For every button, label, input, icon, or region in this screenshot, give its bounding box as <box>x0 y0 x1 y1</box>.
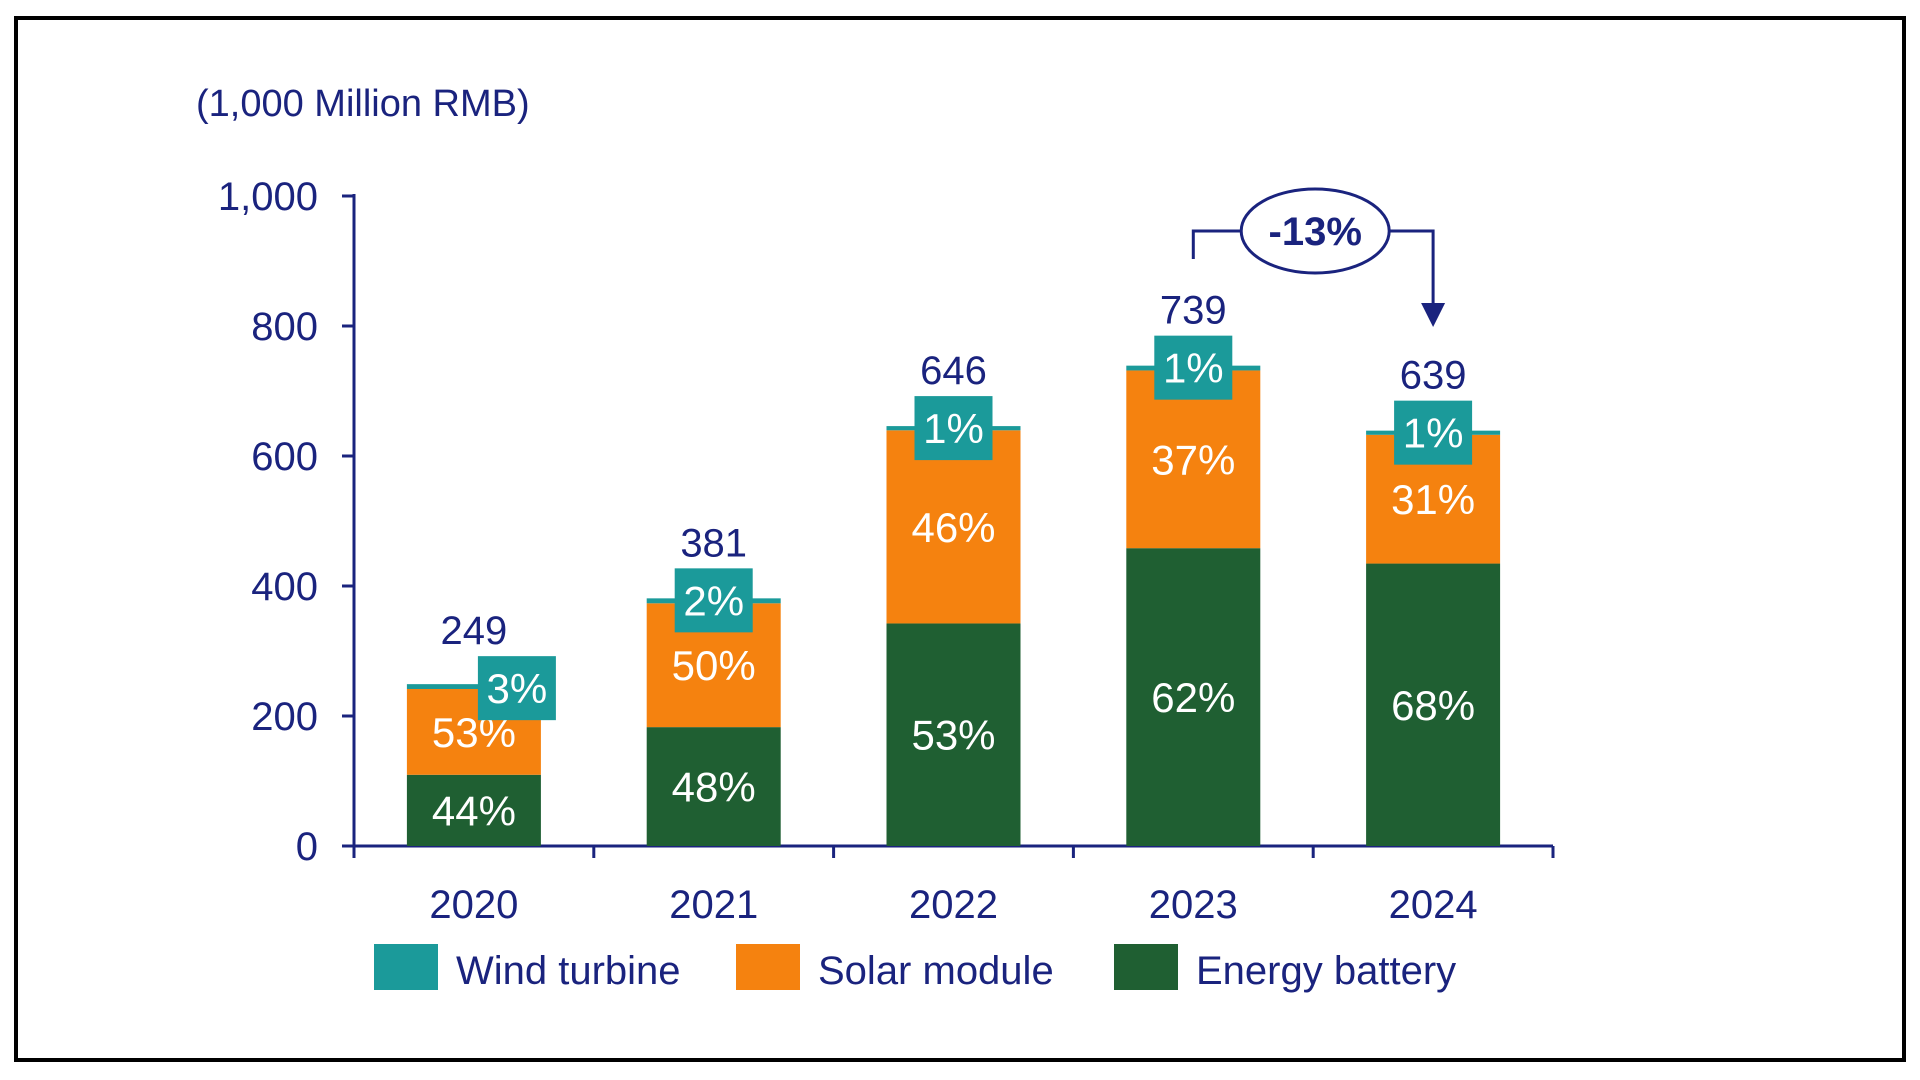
legend-label: Energy battery <box>1196 949 1456 993</box>
bar-stack-2024: 68% 31% 1% 639 <box>1366 354 1501 846</box>
legend: Wind turbine Solar module Energy battery <box>374 944 1456 993</box>
data-label: 2% <box>683 577 744 624</box>
y-tick-label: 800 <box>251 305 318 349</box>
annotation-arrowhead <box>1421 303 1446 327</box>
data-label: 44% <box>432 787 516 834</box>
bars: 44% 53% 3% 249 48% 50% 2% 381 53% 46% 1% 646 62% 37% 1… <box>406 289 1501 846</box>
total-label: 639 <box>1400 354 1467 398</box>
bar-segment <box>1366 563 1501 846</box>
data-label: 1% <box>923 405 984 452</box>
data-label: 48% <box>672 764 756 811</box>
legend-item: Solar module <box>736 944 1054 993</box>
data-label: 31% <box>1391 476 1475 523</box>
data-label: 3% <box>487 665 548 712</box>
bar-segment <box>1126 370 1261 549</box>
legend-label: Solar module <box>818 949 1054 993</box>
bar-segment <box>406 774 541 846</box>
data-label: 53% <box>911 712 995 759</box>
x-tick-label: 2024 <box>1389 883 1478 927</box>
y-axis: 0 200 400 600 800 1,000 <box>218 175 356 869</box>
data-label: 37% <box>1151 436 1235 483</box>
bar-segment <box>886 430 1021 624</box>
total-label: 646 <box>920 349 987 393</box>
data-label: 46% <box>911 504 995 551</box>
y-tick-label: 400 <box>251 565 318 609</box>
total-label: 739 <box>1160 289 1227 333</box>
stacked-bar-chart: (1,000 Million RMB) 0 200 400 600 800 1,000 2… <box>196 83 1555 993</box>
annotation-ellipse <box>1239 187 1391 275</box>
legend-swatch <box>1114 944 1178 990</box>
legend-swatch <box>736 944 800 990</box>
label-box <box>1154 335 1233 400</box>
label-box <box>674 568 753 633</box>
bar-stack-2022: 53% 46% 1% 646 <box>886 349 1021 846</box>
label-box <box>1394 400 1473 465</box>
legend-item: Energy battery <box>1114 944 1456 993</box>
bar-stack-2023: 62% 37% 1% 739 <box>1126 289 1261 846</box>
x-tick-label: 2020 <box>429 883 518 927</box>
bar-segment <box>1126 548 1261 846</box>
y-tick-label: 600 <box>251 435 318 479</box>
annotation-label: -13% <box>1269 210 1362 254</box>
bar-segment <box>406 684 541 690</box>
legend-item: Wind turbine <box>374 944 681 993</box>
bar-stack-2020: 44%53%3%249 <box>406 609 556 846</box>
bar-stack-2021: 48% 50% 2% 381 <box>646 521 781 846</box>
total-label: 381 <box>680 521 747 565</box>
data-label: 62% <box>1151 674 1235 721</box>
x-tick-label: 2021 <box>669 883 758 927</box>
data-label: 50% <box>672 642 756 689</box>
data-label: 68% <box>1391 682 1475 729</box>
y-tick-label: 200 <box>251 695 318 739</box>
growth-annotation: -13% <box>1191 187 1446 327</box>
legend-swatch <box>374 944 438 990</box>
x-axis: 2020 2021 2022 2023 2024 <box>352 844 1555 927</box>
label-box <box>914 396 993 461</box>
label-box <box>477 656 556 721</box>
chart-frame: (1,000 Million RMB) 0 200 400 600 800 1,000 2… <box>14 16 1906 1062</box>
total-label: 249 <box>441 609 508 653</box>
x-tick-label: 2022 <box>909 883 998 927</box>
y-tick-label: 0 <box>296 825 318 869</box>
unit-label: (1,000 Million RMB) <box>196 83 530 125</box>
bar-segment <box>886 623 1021 846</box>
legend-label: Wind turbine <box>456 949 681 993</box>
data-label: 1% <box>1163 345 1224 392</box>
y-tick-label: 1,000 <box>218 175 318 219</box>
bar-segment <box>646 727 781 846</box>
data-label: 1% <box>1403 410 1464 457</box>
x-tick-label: 2023 <box>1149 883 1238 927</box>
